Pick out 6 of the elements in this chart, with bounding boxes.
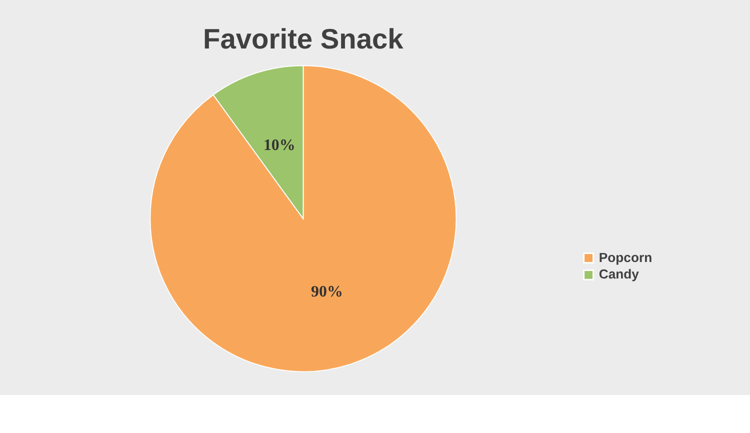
legend-label: Candy [598, 266, 640, 282]
data-label: 90% [311, 284, 343, 301]
legend-label: Popcorn [598, 250, 652, 265]
data-label: 10% [263, 137, 296, 154]
pie-slice [150, 65, 457, 372]
chart-title: Favorite Snack [203, 24, 404, 55]
